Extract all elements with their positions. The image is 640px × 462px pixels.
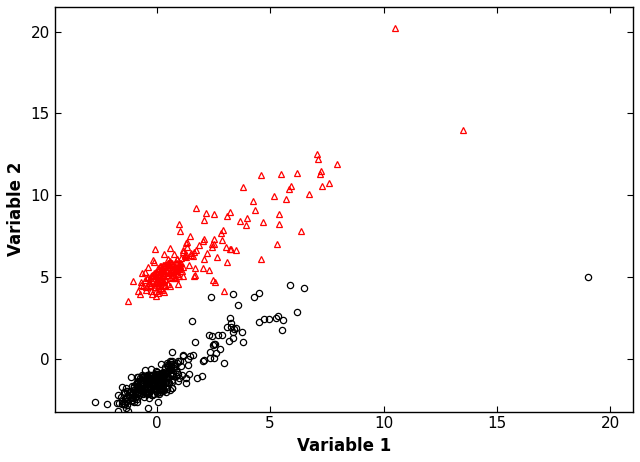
X-axis label: Variable 1: Variable 1 (297, 437, 391, 455)
Y-axis label: Variable 2: Variable 2 (7, 162, 25, 256)
